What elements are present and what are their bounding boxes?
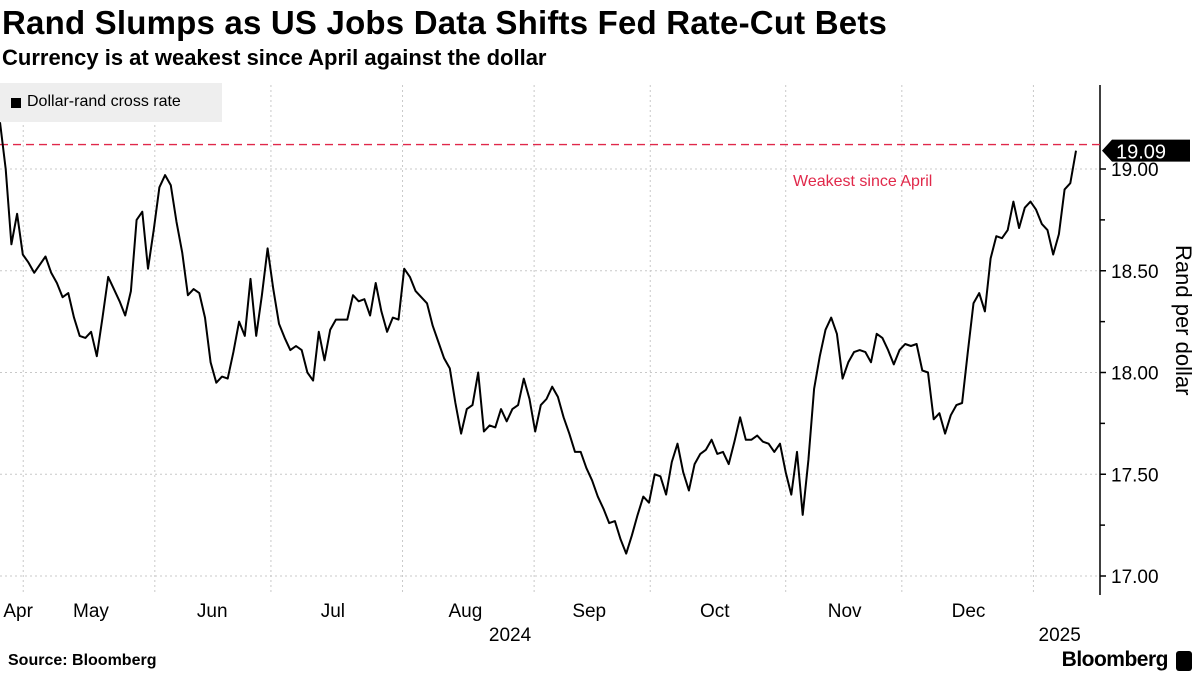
- bloomberg-logo: Bloomberg: [1061, 648, 1169, 671]
- x-tick-label: Aug: [448, 601, 482, 622]
- x-year-label: 2024: [489, 625, 532, 646]
- legend: Dollar-rand cross rate: [0, 83, 222, 122]
- legend-swatch: [11, 98, 21, 108]
- x-tick-label: May: [73, 601, 109, 622]
- x-year-label: 2025: [1039, 625, 1081, 646]
- x-tick-label: Jul: [321, 601, 345, 622]
- chart-title: Rand Slumps as US Jobs Data Shifts Fed R…: [2, 4, 888, 41]
- y-tick-label: 18.50: [1111, 262, 1159, 283]
- y-tick-label: 18.00: [1111, 364, 1159, 385]
- y-tick-label: 17.50: [1111, 465, 1159, 486]
- source-label: Source: Bloomberg: [8, 652, 157, 669]
- bloomberg-logo-icon: [1176, 651, 1192, 671]
- x-tick-label: Sep: [572, 601, 606, 622]
- last-value-label: 19.09: [1116, 142, 1166, 164]
- chart-subtitle: Currency is at weakest since April again…: [2, 45, 547, 70]
- series-line-dollar-rand: [0, 122, 1077, 555]
- x-tick-label: Apr: [3, 601, 33, 622]
- y-axis-title: Rand per dollar: [1171, 245, 1196, 395]
- x-tick-label: Oct: [700, 601, 730, 622]
- reference-line-label: Weakest since April: [793, 173, 932, 190]
- y-tick-label: 19.00: [1111, 160, 1159, 181]
- x-tick-label: Nov: [828, 601, 862, 622]
- y-tick-label: 17.00: [1111, 567, 1159, 588]
- x-tick-label: Jun: [197, 601, 228, 622]
- legend-label: Dollar-rand cross rate: [27, 93, 181, 110]
- last-value-callout: [1102, 139, 1190, 162]
- x-tick-label: Dec: [952, 601, 986, 622]
